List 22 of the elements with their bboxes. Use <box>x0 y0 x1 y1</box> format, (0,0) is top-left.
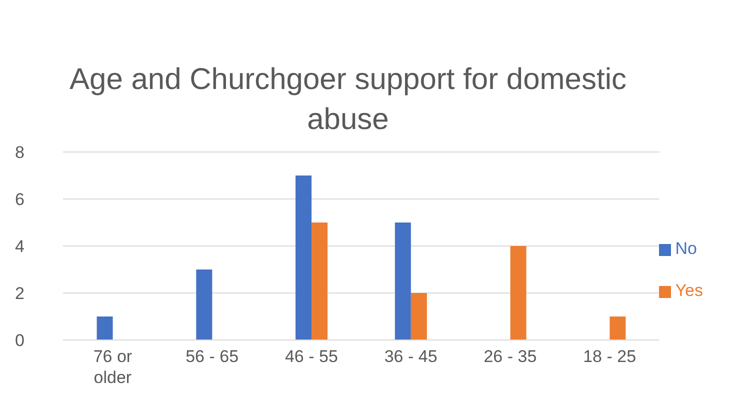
bar <box>610 316 626 340</box>
y-tick-label: 6 <box>15 190 24 210</box>
x-tick-label: 26 - 35 <box>484 347 537 366</box>
bar <box>312 222 328 340</box>
legend-label: Yes <box>675 281 703 300</box>
x-tick-label: 18 - 25 <box>583 347 636 366</box>
x-tick-label: 46 - 55 <box>284 347 338 366</box>
bar <box>96 316 113 340</box>
y-tick-label: 2 <box>15 284 24 304</box>
legend-label: No <box>675 239 697 258</box>
bar <box>296 176 312 340</box>
x-tick-label: 56 - 65 <box>186 347 239 366</box>
y-tick-label: 4 <box>15 237 24 256</box>
y-tick-label: 0 <box>15 331 24 350</box>
bar <box>394 222 411 340</box>
x-tick-label: 76 or older <box>93 347 132 387</box>
bar <box>410 293 427 340</box>
chart-title: Age and Churchgoer support for domestic abuse <box>68 62 628 138</box>
y-tick-label: 8 <box>15 143 24 162</box>
bar <box>196 270 212 340</box>
bar <box>510 246 526 340</box>
x-tick-label: 36 - 45 <box>384 347 438 366</box>
